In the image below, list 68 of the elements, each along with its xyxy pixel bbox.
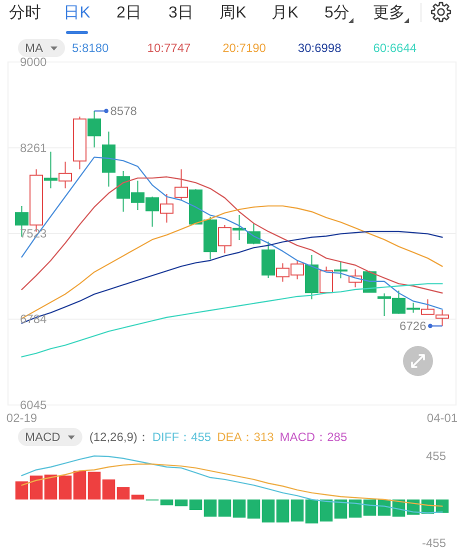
- bar: [218, 500, 232, 517]
- text: 5:8180: [72, 41, 110, 55]
- text: 日K: [64, 4, 91, 22]
- line-series: [21, 176, 443, 294]
- candlestick: [232, 214, 246, 240]
- bar: [30, 476, 43, 500]
- candlestick: [262, 241, 275, 279]
- annotation: 6726: [400, 318, 427, 333]
- bar: [174, 500, 188, 506]
- text: DEA：313: [217, 430, 274, 444]
- bar: [160, 500, 174, 506]
- x-tick-label: 04-01: [426, 411, 458, 425]
- text: 更多: [373, 4, 405, 22]
- bar: [116, 487, 130, 500]
- candlestick: [160, 193, 174, 224]
- x-tick-label: 02-19: [6, 411, 38, 425]
- candlestick: [88, 110, 101, 148]
- bar: [131, 494, 144, 500]
- candlestick: [218, 224, 232, 254]
- text: 月K: [272, 4, 299, 22]
- bar: [262, 500, 275, 522]
- y-tick-label: 455: [426, 449, 446, 463]
- bar: [58, 476, 72, 500]
- line-series: [21, 283, 443, 358]
- bar: [73, 470, 86, 500]
- series-label: DIFF：455: [152, 430, 212, 444]
- bar: [102, 479, 116, 500]
- bar: [44, 474, 58, 500]
- text: 分时: [9, 4, 41, 22]
- y-tick-label: 6045: [20, 398, 48, 412]
- text: 周K: [220, 4, 247, 22]
- bar: [276, 500, 290, 522]
- bar: [88, 472, 101, 500]
- y-tick-label: -455: [422, 536, 446, 550]
- legend-title: MACD: [25, 430, 61, 444]
- candlestick: [73, 116, 86, 170]
- text: (12,26,9)：: [89, 430, 150, 444]
- bar: [204, 500, 217, 517]
- candlestick: [174, 168, 188, 201]
- y-tick-label: 9000: [20, 55, 48, 69]
- bar: [320, 500, 333, 522]
- candlestick: [102, 131, 116, 188]
- text: MACD：285: [280, 430, 348, 444]
- text: 30:6998: [298, 41, 342, 55]
- text: 10:7747: [147, 41, 192, 55]
- candlestick: [44, 151, 58, 189]
- candlestick: [320, 266, 333, 294]
- line-series: [21, 464, 443, 507]
- bar: [334, 500, 348, 519]
- y-tick-label: 8261: [20, 140, 48, 155]
- bar: [189, 500, 202, 510]
- bar: [290, 500, 304, 522]
- line-series: [21, 156, 443, 310]
- legend-title: MA: [25, 41, 43, 55]
- bar: [232, 500, 246, 518]
- bar: [247, 500, 260, 519]
- bar: [348, 500, 362, 518]
- text: 2日: [116, 4, 142, 22]
- candlestick: [305, 254, 318, 300]
- annotation: 8578: [110, 104, 138, 118]
- text: 3日: [168, 4, 194, 22]
- text: 5分: [324, 4, 350, 22]
- text: 20:7190: [222, 41, 266, 55]
- candlestick: [58, 161, 72, 189]
- bar: [363, 500, 376, 516]
- text: 60:6644: [373, 41, 417, 55]
- bar: [15, 481, 28, 500]
- bar: [305, 500, 318, 524]
